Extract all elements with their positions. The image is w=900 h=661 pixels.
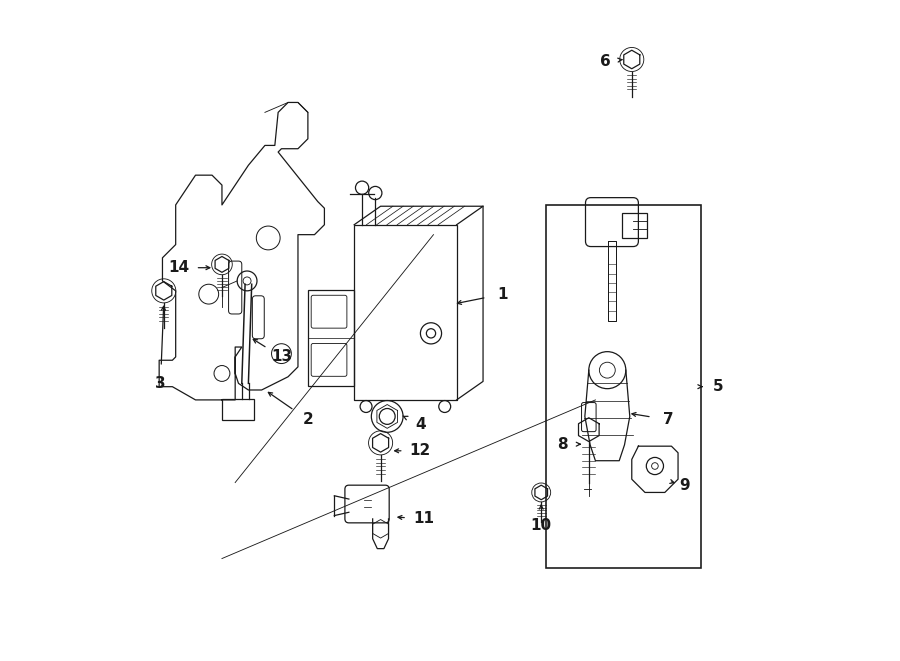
Text: 12: 12 [410, 444, 431, 458]
Text: 6: 6 [600, 54, 611, 69]
Text: 11: 11 [413, 512, 434, 526]
Text: 14: 14 [168, 260, 190, 275]
Text: 9: 9 [680, 479, 690, 493]
Bar [545, 205, 701, 568]
Text: 3: 3 [155, 376, 166, 391]
Text: 7: 7 [662, 412, 673, 427]
Text: 8: 8 [557, 437, 568, 451]
Bar [308, 290, 355, 386]
Bar [622, 213, 647, 238]
Text: 10: 10 [531, 518, 552, 533]
Text: 1: 1 [498, 287, 508, 301]
Text: 5: 5 [713, 379, 723, 394]
Bar [222, 399, 254, 420]
Text: 4: 4 [415, 417, 426, 432]
Text: 13: 13 [271, 350, 292, 364]
Text: 2: 2 [302, 412, 313, 427]
Bar [355, 225, 456, 400]
